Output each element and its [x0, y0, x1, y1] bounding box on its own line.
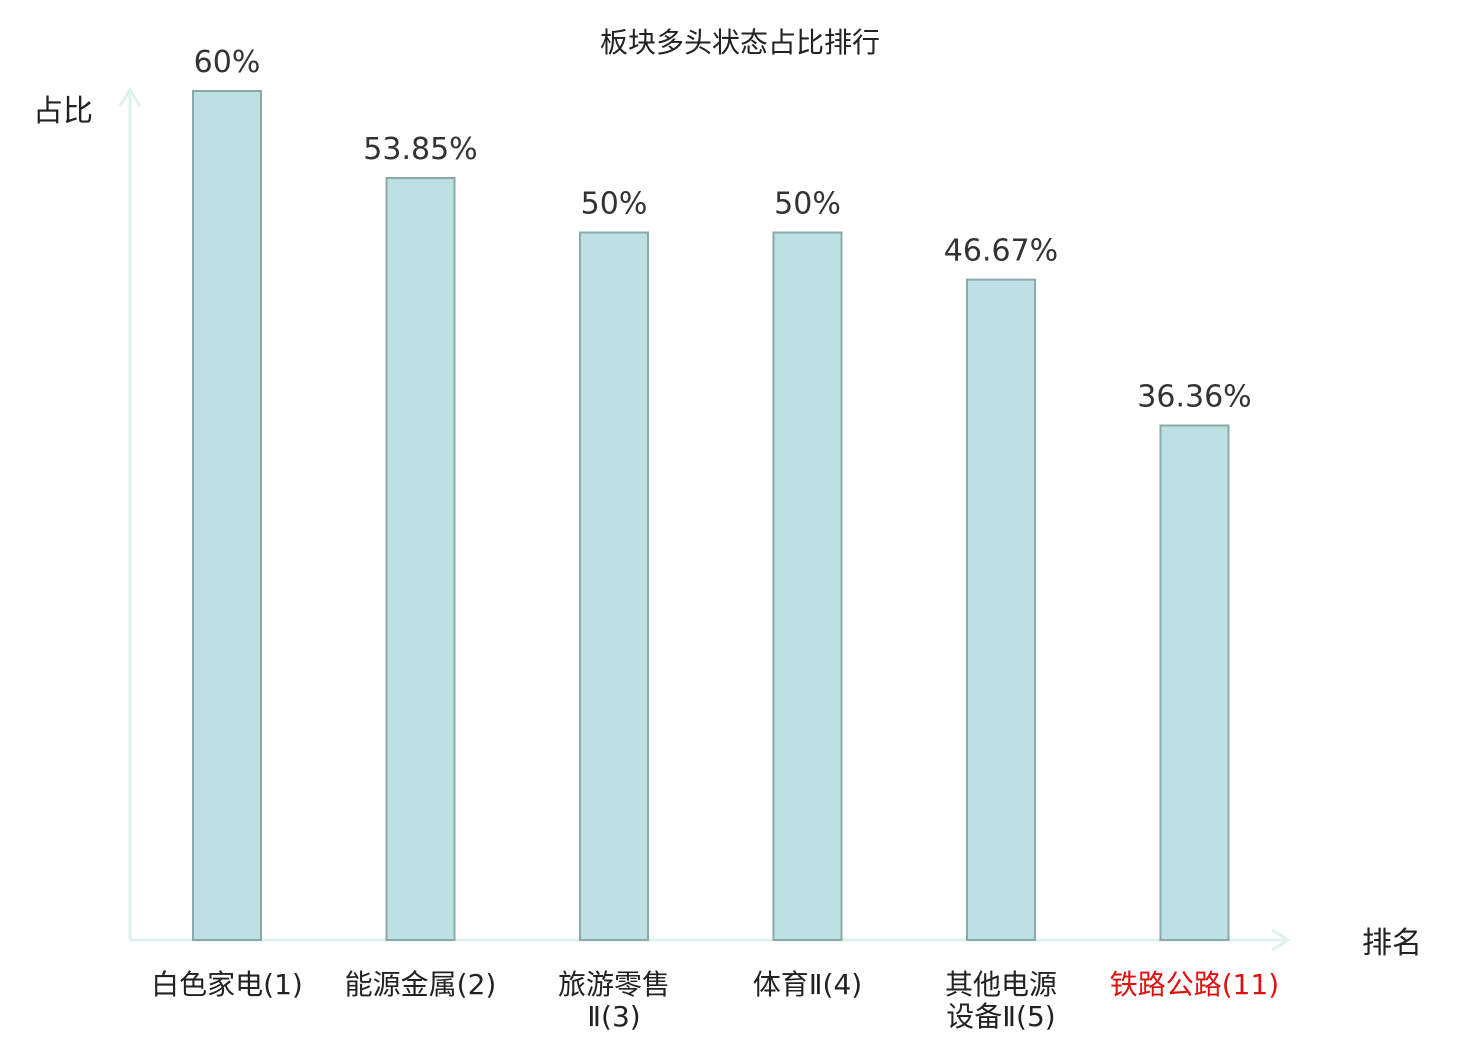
value-label: 50% — [774, 187, 841, 222]
x-axis-arrow — [1271, 928, 1291, 952]
chart-title: 板块多头状态占比排行 — [600, 26, 880, 59]
bar — [1159, 424, 1230, 942]
category-label: 铁路公路(11) — [1110, 968, 1279, 1001]
category-labels-group: 白色家电(1) 能源金属(2) 旅游零售 Ⅱ(3) 体育Ⅱ(4) 其他电源设备Ⅱ(5) 铁路… — [151, 968, 1279, 1033]
value-label: 50% — [581, 187, 648, 222]
value-label: 53.85% — [363, 132, 477, 167]
category-label: 能源金属(2) — [345, 968, 497, 1001]
category-label: 体育Ⅱ(4) — [753, 968, 862, 1001]
bar — [579, 231, 649, 941]
bars-group — [192, 90, 1230, 942]
category-label-line: 设备Ⅱ(5) — [946, 1000, 1055, 1033]
x-axis-label: 排名 — [1362, 926, 1422, 961]
value-labels-group: 60% 53.85% 50% 50% 46.67% 36.36% — [194, 45, 1252, 415]
category-label-line: 能源金属(2) — [345, 968, 497, 1001]
y-axis-arrow — [118, 87, 142, 107]
category-label-line: 体育Ⅱ(4) — [753, 968, 862, 1001]
bar — [966, 278, 1036, 941]
y-axis-label: 占比 — [33, 94, 93, 129]
category-label-line: 旅游零售 — [558, 968, 670, 1001]
category-label: 白色家电(1) — [151, 968, 303, 1001]
value-label: 46.67% — [944, 234, 1058, 269]
bar — [192, 90, 262, 941]
category-label-line: 其他电源 — [945, 968, 1057, 1001]
category-label-line: 白色家电(1) — [151, 968, 303, 1001]
bar — [385, 177, 456, 941]
category-label: 旅游零售 Ⅱ(3) — [558, 968, 670, 1033]
category-label-line: 铁路公路(11) — [1110, 968, 1279, 1001]
value-label: 36.36% — [1137, 380, 1251, 415]
axes — [118, 87, 1291, 952]
bar — [772, 231, 843, 941]
category-label-line: Ⅱ(3) — [587, 1000, 640, 1033]
value-label: 60% — [194, 45, 261, 80]
category-label: 其他电源设备Ⅱ(5) — [945, 968, 1057, 1033]
